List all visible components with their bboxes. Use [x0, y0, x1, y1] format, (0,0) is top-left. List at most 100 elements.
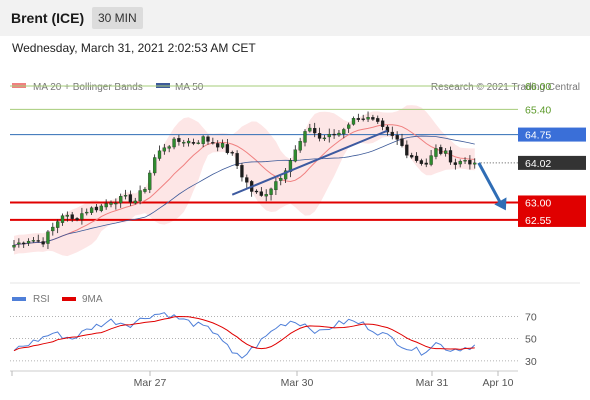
last-price-label: 64.02 [525, 158, 551, 170]
candle-body [327, 133, 331, 138]
candle-body [376, 118, 380, 122]
x-tick-label: Apr 10 [483, 377, 514, 389]
legend-rsi-label: RSI [33, 294, 50, 305]
candle-body [152, 157, 157, 174]
candle-body [36, 240, 40, 242]
instrument-title: Brent (ICE) [11, 10, 85, 26]
candle-body [410, 155, 414, 158]
support-badge [518, 195, 586, 227]
candle-body [75, 218, 79, 220]
candle-body [303, 131, 307, 143]
candle-body [380, 120, 385, 127]
candle-body [143, 188, 147, 192]
candle-body [128, 194, 133, 203]
support-label: 62.55 [525, 215, 551, 227]
candle-body [298, 141, 302, 151]
ma50-line [13, 135, 475, 246]
candle-body [443, 150, 448, 154]
candle-body [109, 202, 113, 205]
candle-body [385, 126, 390, 133]
candle-body [225, 144, 230, 154]
last-price-badge [518, 155, 586, 170]
candle-body [177, 138, 181, 142]
pivot-badge [518, 127, 586, 142]
trend-overlays [231, 129, 507, 211]
candle-body [186, 140, 191, 144]
candle-body [65, 214, 69, 217]
candlesticks [12, 111, 477, 251]
support-label: 63.00 [525, 197, 551, 209]
candle-body [245, 177, 249, 183]
candle-body [56, 221, 60, 228]
candle-body [293, 149, 297, 162]
x-axis: Mar 27 Mar 30 Mar 31 Apr 10 [11, 371, 514, 389]
candle-body [99, 205, 103, 211]
candle-body [371, 117, 375, 120]
rsi-tick-label: 70 [525, 311, 537, 323]
rsi-panel: 70 50 30 [10, 311, 537, 368]
candle-body [395, 135, 399, 140]
bollinger-band-fill [14, 105, 475, 257]
candle-body [240, 165, 244, 178]
candle-body [346, 124, 351, 129]
candle-body [342, 129, 346, 135]
candle-body [133, 200, 137, 204]
candle-body [17, 242, 21, 245]
candle-body [337, 132, 341, 136]
candle-body [114, 202, 118, 205]
candle-body [138, 190, 142, 202]
rsi-tick-label: 50 [525, 334, 537, 346]
candle-body [424, 162, 428, 165]
trend-line [231, 129, 388, 196]
candle-body [322, 137, 327, 140]
candle-body [182, 142, 186, 144]
candle-body [80, 213, 84, 220]
candle-body [85, 211, 89, 214]
candle-body [264, 194, 268, 197]
candle-body [89, 207, 94, 213]
candle-body [41, 241, 45, 245]
timeframe-badge[interactable]: 30 MIN [92, 7, 143, 29]
legend-ma50-label: MA 50 [175, 82, 204, 93]
candle-body [191, 142, 196, 144]
candle-body [448, 150, 453, 163]
candle-body [332, 133, 336, 136]
candle-body [269, 188, 273, 195]
rsi-ma-line [13, 316, 475, 352]
candle-body [439, 147, 443, 154]
candle-body [279, 178, 283, 181]
moving-averages [13, 124, 475, 246]
x-tick-label: Mar 27 [134, 377, 167, 389]
candle-body [274, 181, 278, 191]
candle-body [201, 136, 205, 144]
rsi-line [13, 312, 476, 359]
candle-body [414, 155, 419, 161]
candle-body [468, 160, 472, 165]
candle-body [60, 215, 65, 223]
candle-body [196, 142, 200, 144]
candle-body [473, 162, 477, 165]
candle-body [254, 190, 259, 193]
candle-body [453, 162, 458, 165]
candle-body [51, 226, 55, 232]
rsi-tick-label: 30 [525, 356, 537, 368]
candle-body [356, 118, 361, 120]
pivot-label: 64.75 [525, 130, 551, 142]
candle-body [283, 170, 288, 180]
forecast-arrow-head [494, 197, 507, 211]
candle-body [235, 153, 239, 166]
level-badges: 66.00 65.40 64.75 64.02 63.00 62.55 [518, 81, 586, 227]
candle-body [361, 118, 365, 120]
candle-body [148, 172, 152, 190]
x-tick-label: Mar 31 [416, 377, 449, 389]
ma20-line [13, 124, 475, 246]
legend-ma20-swatch [12, 83, 26, 88]
candle-body [167, 146, 171, 149]
candle-body [22, 242, 26, 245]
candle-body [313, 128, 317, 134]
resistance-label: 66.00 [525, 81, 551, 93]
resistance-label: 65.40 [525, 104, 551, 116]
candle-body [405, 144, 409, 156]
candle-body [434, 148, 438, 157]
